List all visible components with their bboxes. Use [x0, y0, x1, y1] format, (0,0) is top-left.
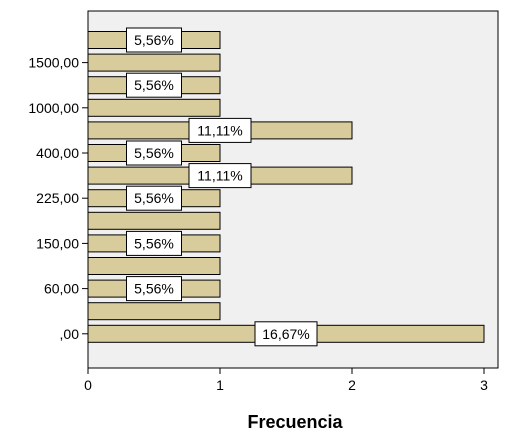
data-label-box: [188, 117, 252, 143]
y-tick-label: 225,00: [36, 190, 79, 206]
bar: [87, 98, 221, 117]
data-label: 5,56%: [126, 27, 182, 53]
x-tick-label: 2: [348, 377, 356, 393]
x-axis-title: Frecuencia: [247, 412, 343, 432]
bar: [87, 302, 221, 321]
data-label-box: [254, 321, 318, 347]
y-tick-label: 150,00: [36, 235, 79, 251]
data-label-text: 5,56%: [134, 77, 174, 93]
data-label-text: 5,56%: [134, 235, 174, 251]
data-label: 16,67%: [254, 321, 318, 347]
data-label: 5,56%: [126, 185, 182, 211]
data-label-text: 5,56%: [134, 32, 174, 48]
data-label-box: [126, 185, 182, 211]
bar: [87, 211, 221, 230]
data-labels: 5,56% 5,56% 11,11% 5,56% 11,11% 5,56% 5,56% 5,5…: [126, 27, 318, 347]
bar: [87, 53, 221, 72]
data-label: 11,11%: [188, 163, 252, 189]
data-label: 5,56%: [126, 140, 182, 166]
data-label-box: [126, 27, 182, 53]
data-label-text: 5,56%: [134, 190, 174, 206]
data-label: 5,56%: [126, 276, 182, 302]
x-tick-label: 1: [216, 377, 224, 393]
y-tick-label: 1500,00: [28, 55, 79, 71]
data-label-box: [126, 140, 182, 166]
x-axis: 0 1 2 3: [84, 368, 488, 393]
data-label: 5,56%: [126, 72, 182, 98]
x-tick-label: 3: [480, 377, 488, 393]
data-label-text: 16,67%: [262, 326, 309, 342]
data-label-text: 5,56%: [134, 145, 174, 161]
x-tick-label: 0: [84, 377, 92, 393]
data-label-box: [126, 230, 182, 256]
data-label: 5,56%: [126, 230, 182, 256]
y-tick-label: 60,00: [44, 281, 79, 297]
data-label-box: [126, 276, 182, 302]
y-tick-label: 1000,00: [28, 100, 79, 116]
data-label-text: 11,11%: [197, 168, 242, 184]
y-tick-label: 400,00: [36, 145, 79, 161]
bars-layer: [87, 31, 485, 343]
bar: [87, 257, 221, 275]
y-axis: 1500,00 1000,00 400,00 225,00 150,00 60,00 ,00: [28, 55, 88, 342]
data-label-text: 11,11%: [197, 122, 242, 138]
data-label-text: 5,56%: [134, 281, 174, 297]
data-label-box: [126, 72, 182, 98]
data-label-box: [188, 163, 252, 189]
data-label: 11,11%: [188, 117, 252, 143]
y-tick-label: ,00: [60, 326, 80, 342]
